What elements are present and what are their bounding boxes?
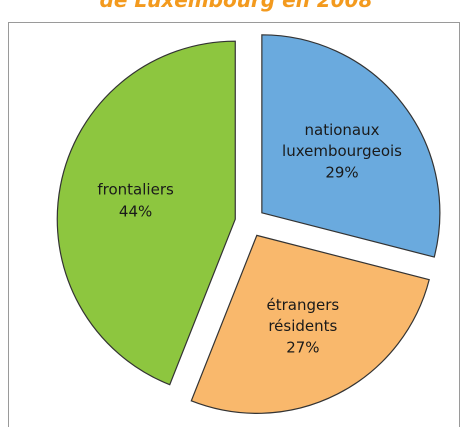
pie-slice bbox=[56, 40, 236, 386]
chart-frame bbox=[8, 22, 460, 427]
slice-label: étrangers résidents bbox=[266, 295, 340, 335]
slice-label: nationaux luxembourgeois bbox=[282, 120, 402, 160]
slice-label: frontaliers bbox=[97, 180, 174, 199]
slice-value-label: 27% bbox=[286, 338, 320, 357]
slice-value-label: 44% bbox=[118, 202, 153, 221]
pie-slice bbox=[190, 234, 430, 414]
chart-title: de Luxembourg en 2008 bbox=[100, 0, 373, 12]
slice-value-label: 29% bbox=[325, 163, 359, 182]
pie-slice bbox=[261, 34, 441, 258]
